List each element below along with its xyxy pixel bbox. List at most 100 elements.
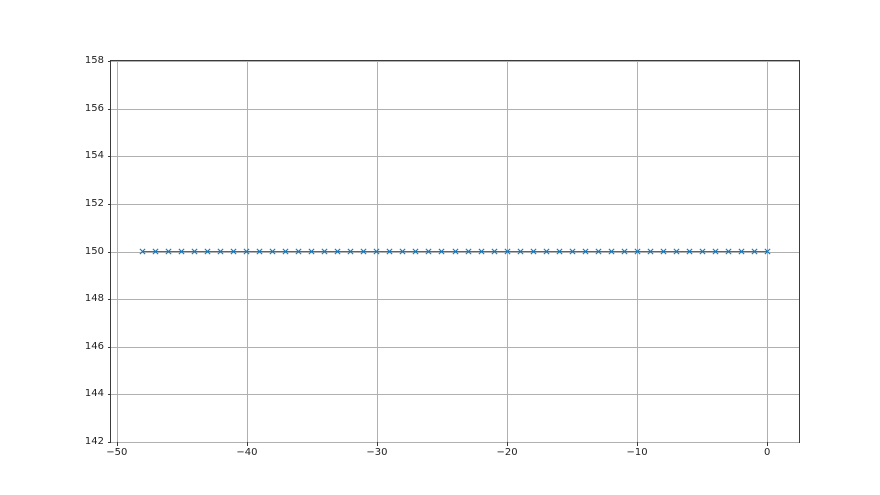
y-axis-tick: [107, 299, 111, 301]
data-point-marker-x: [621, 248, 628, 255]
x-axis-tick: [767, 442, 769, 446]
data-point-marker-x: [347, 248, 354, 255]
series-line-segment: [546, 250, 560, 253]
data-point-marker-x: [569, 248, 576, 255]
data-point-marker-x: [530, 248, 537, 255]
series-line-segment: [650, 250, 664, 253]
data-point-marker-x: [308, 248, 315, 255]
data-point-marker-x: [438, 248, 446, 255]
data-point-marker-x: [178, 248, 185, 255]
plot-axes: 142 144 146 148 150 152 154 156 158 −50 −40 −30 −20 −…: [85, 56, 800, 458]
data-point-marker-x: [660, 248, 667, 255]
y-axis-tick: [107, 61, 111, 62]
x-axis-tick-label: −30: [366, 447, 388, 458]
series-line-segment: [324, 250, 338, 253]
data-point-marker-x: [464, 248, 472, 255]
series-line-segment: [207, 250, 221, 253]
y-axis-tick: [107, 442, 111, 443]
y-axis-tick: [107, 251, 111, 253]
series-line-segment: [455, 250, 468, 253]
data-point-marker-x: [503, 248, 511, 255]
data-point-marker-x: [334, 248, 341, 255]
series-line-segment: [585, 250, 599, 253]
data-point-marker-x: [386, 248, 393, 255]
y-axis-tick-label: 156: [84, 102, 104, 114]
series-line-segment: [233, 250, 247, 253]
data-point-marker-x: [543, 248, 550, 255]
data-point-marker-x: [399, 248, 406, 255]
data-point-marker-x: [360, 248, 367, 255]
x-axis-tick-label: 0: [763, 447, 771, 458]
y-axis-tick: [107, 156, 111, 158]
series-line-segment: [220, 250, 234, 253]
series-line-segment: [298, 250, 312, 253]
x-axis-tick: [246, 442, 248, 446]
data-point-marker-x: [321, 248, 328, 255]
series-line-segment: [728, 250, 742, 253]
gridline-horizontal: [111, 156, 799, 158]
series-line-segment: [689, 250, 703, 253]
data-point-marker-x: [295, 248, 302, 255]
series-line-segment: [520, 250, 534, 253]
series-line-segment: [611, 250, 625, 253]
data-point-marker-x: [269, 248, 276, 255]
data-point-marker-x: [256, 248, 263, 255]
data-point-marker-x: [165, 248, 172, 255]
series-line-segment: [389, 250, 403, 253]
data-point-marker-x: [595, 248, 602, 255]
data-point-marker-x: [490, 248, 498, 255]
data-point-marker-x: [217, 248, 224, 255]
series-line-segment: [350, 250, 364, 253]
data-point-marker-x: [282, 248, 289, 255]
y-axis-tick: [107, 108, 111, 110]
data-layer: [111, 61, 799, 442]
series-line-segment: [494, 250, 508, 253]
x-axis-tick-label: −10: [626, 447, 648, 458]
x-axis-tick: [507, 442, 509, 446]
data-point-marker-x: [686, 248, 693, 255]
x-axis-tick-label: −20: [496, 447, 518, 458]
series-line-segment: [142, 250, 156, 253]
x-axis-tick-label: −50: [106, 447, 128, 458]
data-point-marker-x: [230, 248, 237, 255]
series-line-segment: [741, 250, 755, 253]
data-point-marker-x: [516, 248, 524, 255]
series-line-segment: [311, 250, 325, 253]
series-line-segment: [155, 250, 169, 253]
series-line-segment: [441, 250, 455, 253]
x-axis-tick: [637, 442, 639, 446]
gridline-horizontal: [111, 203, 799, 205]
data-point-marker-x: [451, 248, 459, 255]
y-axis-tick-label: 158: [84, 55, 104, 66]
series-line-segment: [624, 250, 638, 253]
series-line-segment: [533, 250, 547, 253]
data-point-marker-x: [412, 248, 419, 255]
series-line-segment: [428, 250, 442, 253]
series-line-segment: [715, 250, 729, 253]
data-point-marker-x: [608, 248, 615, 255]
series-line-segment: [272, 250, 286, 253]
gridline-horizontal: [111, 299, 799, 301]
data-point-marker-x: [712, 248, 719, 255]
y-axis-tick-label: 146: [84, 340, 104, 352]
gridline-horizontal: [111, 346, 799, 348]
series-line-segment: [402, 250, 416, 253]
data-point-marker-x: [204, 248, 211, 255]
series-line-segment: [194, 250, 208, 253]
series-line-segment: [415, 250, 429, 253]
data-point-marker-x: [152, 248, 159, 255]
series-line-segment: [337, 250, 351, 253]
data-point-marker-x: [634, 248, 641, 255]
data-point-marker-x: [673, 248, 680, 255]
data-point-marker-x: [556, 248, 563, 255]
data-point-marker-x: [477, 248, 485, 255]
gridline-horizontal: [111, 108, 799, 110]
series-line-segment: [468, 250, 481, 253]
series-line-segment: [363, 250, 377, 253]
series-line-segment: [676, 250, 690, 253]
series-line-segment: [754, 250, 768, 253]
data-point-marker-x: [764, 248, 771, 255]
y-axis-tick: [107, 394, 111, 396]
y-axis-tick-label: 148: [84, 293, 104, 305]
data-point-marker-x: [725, 248, 732, 255]
